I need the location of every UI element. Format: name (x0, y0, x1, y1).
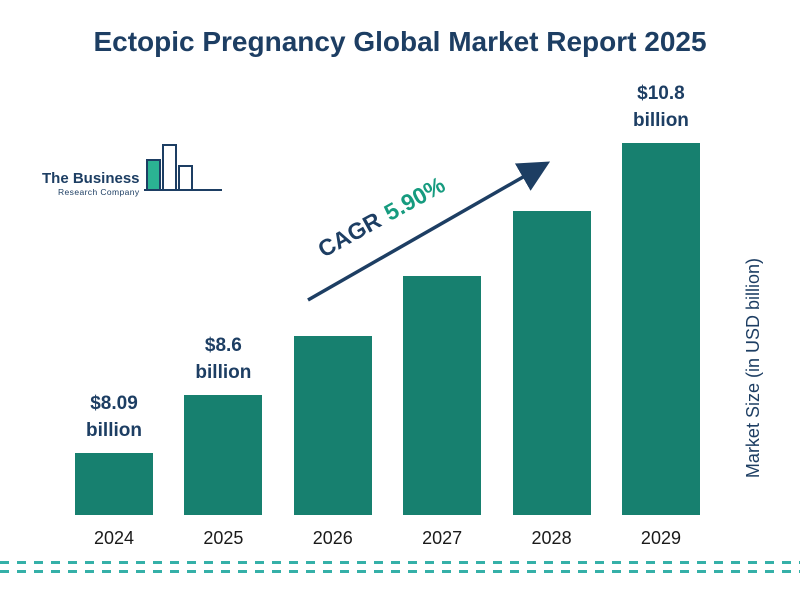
bar-chart-logo-icon (143, 140, 224, 203)
x-tick-2027: 2027 (422, 528, 463, 548)
bars: $8.09 billion 2024 $8.6 billion 2025 2026 2027 2… (75, 83, 700, 548)
bar-2026: 2026 (293, 336, 372, 548)
x-tick-2024: 2024 (93, 528, 135, 548)
bottom-dashed-divider-1 (0, 561, 800, 564)
y-axis-label: Market Size (in USD billion) (743, 258, 763, 479)
page-title: Ectopic Pregnancy Global Market Report 2… (93, 26, 707, 57)
bar-2027: 2027 (403, 276, 482, 548)
company-logo: The Business Research Company (42, 140, 224, 203)
bar-value-label-2029: $10.8 billion (632, 82, 689, 132)
bar-2025: $8.6 billion 2025 (184, 335, 263, 548)
logo-name-line2: Research Company (58, 187, 140, 197)
bar-value-label-2024: $8.09 billion (86, 392, 142, 442)
x-tick-2025: 2025 (203, 528, 244, 548)
x-tick-2026: 2026 (312, 528, 353, 548)
bottom-dashed-divider-2 (0, 570, 800, 573)
bar-value-label-2025: $8.6 billion (195, 334, 252, 384)
bar-2028: 2028 (512, 211, 591, 548)
x-tick-2028: 2028 (531, 528, 572, 548)
logo-name-line1: The Business (42, 169, 140, 187)
company-logo-text: The Business Research Company (42, 169, 140, 204)
x-tick-2029: 2029 (640, 528, 681, 548)
bar-2029: $10.8 billion 2029 (621, 83, 700, 548)
bar-2024: $8.09 billion 2024 (75, 393, 153, 548)
